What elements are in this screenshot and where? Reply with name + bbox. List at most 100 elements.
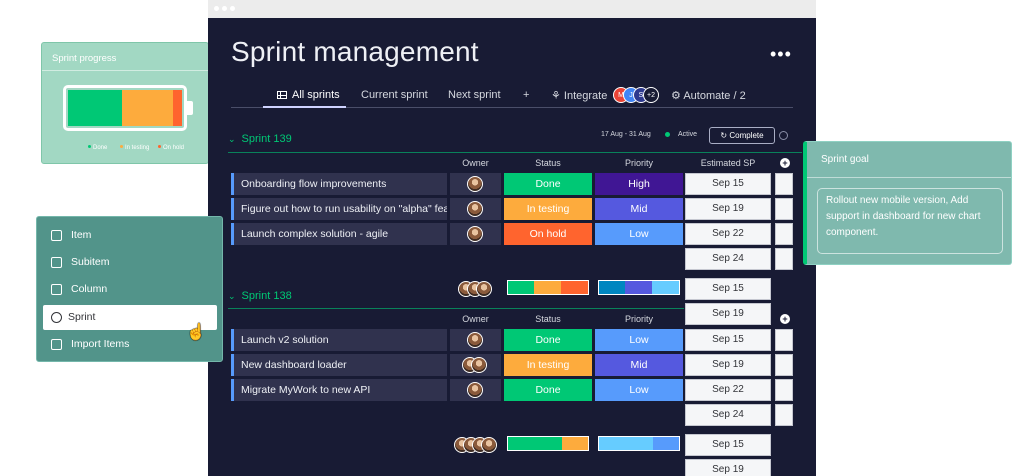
- empty-cell[interactable]: [775, 173, 793, 195]
- group-divider: [228, 308, 684, 309]
- subitem-icon: [51, 257, 62, 268]
- add-menu: Item Subitem Column Sprint Import Items: [36, 216, 223, 362]
- sprint-goal-title: Sprint goal: [807, 142, 1011, 178]
- estimated-date-cell[interactable]: Sep 22: [685, 223, 771, 245]
- column-header-status[interactable]: Status: [535, 314, 561, 324]
- status-pill[interactable]: Done: [504, 173, 592, 195]
- estimated-date-cell[interactable]: Sep 15: [685, 329, 771, 351]
- item-name[interactable]: Migrate MyWork to new API: [231, 379, 447, 401]
- estimated-date-cell[interactable]: Sep 19: [685, 354, 771, 376]
- empty-cell[interactable]: [775, 379, 793, 401]
- sprint-board: Sprint management ••• All sprints Curren…: [208, 0, 816, 476]
- add-column-icon[interactable]: +: [780, 158, 790, 168]
- empty-cell[interactable]: [775, 198, 793, 220]
- group-header-sprint-138[interactable]: ⌄ Sprint 138: [228, 290, 292, 302]
- estimated-date-cell[interactable]: Sep 19: [685, 459, 771, 476]
- empty-cell[interactable]: [775, 329, 793, 351]
- battery-testing-segment: [121, 90, 173, 126]
- avatar: [467, 332, 483, 348]
- sprint-dates: 17 Aug - 31 Aug: [601, 131, 651, 138]
- item-name[interactable]: New dashboard loader: [231, 354, 447, 376]
- battery-tip: [187, 101, 193, 115]
- sprint-goal-card: Sprint goal Rollout new mobile version, …: [803, 141, 1012, 265]
- hand-cursor-icon: ☝: [186, 324, 206, 341]
- avatar: [467, 226, 483, 242]
- avatar: [481, 437, 497, 453]
- group-header-sprint-139[interactable]: ⌄ Sprint 139: [228, 133, 292, 145]
- chevron-down-icon: ⌄: [228, 134, 236, 144]
- window-topbar: [208, 0, 816, 18]
- gear-icon[interactable]: [779, 131, 788, 140]
- priority-pill[interactable]: Mid: [595, 354, 683, 376]
- sprint-goal-text[interactable]: Rollout new mobile version, Add support …: [817, 188, 1003, 254]
- item-name[interactable]: Launch complex solution - agile: [231, 223, 447, 245]
- legend-in-testing: In testing: [120, 145, 149, 151]
- priority-pill[interactable]: High: [595, 173, 683, 195]
- column-header-priority[interactable]: Priority: [624, 158, 653, 168]
- menu-item-import-items[interactable]: Import Items: [37, 332, 222, 357]
- tab-next-sprint[interactable]: Next sprint: [448, 89, 501, 101]
- add-view-button[interactable]: +: [523, 89, 530, 101]
- status-pill[interactable]: In testing: [504, 198, 592, 220]
- integration-logos[interactable]: M J S +2: [613, 87, 661, 105]
- column-header-status[interactable]: Status: [535, 158, 561, 168]
- item-icon: [51, 230, 62, 241]
- status-pill[interactable]: On hold: [504, 223, 592, 245]
- item-name[interactable]: Onboarding flow improvements: [231, 173, 447, 195]
- estimated-date-cell[interactable]: Sep 15: [685, 434, 771, 456]
- priority-pill[interactable]: Low: [595, 223, 683, 245]
- empty-cell[interactable]: [775, 404, 793, 426]
- more-horizontal-icon[interactable]: •••: [770, 44, 792, 64]
- column-header-owner[interactable]: Owner: [462, 314, 489, 324]
- estimated-date-cell[interactable]: Sep 24: [685, 404, 771, 426]
- column-header-owner[interactable]: Owner: [462, 158, 489, 168]
- estimated-date-cell[interactable]: Sep 15: [685, 173, 771, 195]
- owner-cell[interactable]: [450, 173, 501, 195]
- estimated-date-cell[interactable]: Sep 24: [685, 248, 771, 270]
- status-summary-bar[interactable]: [507, 436, 589, 451]
- automate-button[interactable]: ⚙ Automate / 2: [671, 90, 746, 102]
- robot-icon: ⚙: [671, 90, 684, 102]
- add-column-icon[interactable]: +: [780, 314, 790, 324]
- owner-cell[interactable]: [450, 354, 501, 376]
- status-pill[interactable]: Done: [504, 379, 592, 401]
- status-pill[interactable]: Done: [504, 329, 592, 351]
- priority-summary-bar[interactable]: [598, 436, 680, 451]
- owner-cell[interactable]: [450, 198, 501, 220]
- chevron-down-icon: ⌄: [228, 291, 236, 301]
- import-icon: [51, 339, 62, 350]
- menu-item-item[interactable]: Item: [37, 223, 222, 248]
- estimated-date-cell[interactable]: Sep 15: [685, 278, 771, 300]
- menu-item-subitem[interactable]: Subitem: [37, 250, 222, 275]
- priority-pill[interactable]: Low: [595, 379, 683, 401]
- avatar: [467, 201, 483, 217]
- column-header-priority[interactable]: Priority: [624, 314, 653, 324]
- item-name[interactable]: Launch v2 solution: [231, 329, 447, 351]
- tab-current-sprint[interactable]: Current sprint: [361, 89, 428, 101]
- owner-cell[interactable]: [450, 329, 501, 351]
- integrate-icon: ⚘: [551, 90, 564, 102]
- menu-item-column[interactable]: Column: [37, 277, 222, 302]
- empty-cell[interactable]: [775, 223, 793, 245]
- priority-summary-bar[interactable]: [598, 280, 680, 295]
- status-summary-bar[interactable]: [507, 280, 589, 295]
- owner-cell[interactable]: [450, 223, 501, 245]
- item-name[interactable]: Figure out how to run usability on "alph…: [231, 198, 447, 220]
- integrate-button[interactable]: ⚘ Integrate: [551, 90, 608, 102]
- complete-sprint-button[interactable]: ↻ Complete: [709, 127, 775, 144]
- estimated-date-cell[interactable]: Sep 19: [685, 303, 771, 325]
- estimated-date-cell[interactable]: Sep 22: [685, 379, 771, 401]
- tab-all-sprints[interactable]: All sprints: [263, 89, 346, 108]
- menu-item-sprint[interactable]: Sprint: [43, 305, 217, 330]
- group-divider: [228, 152, 802, 153]
- priority-pill[interactable]: Mid: [595, 198, 683, 220]
- sprint-progress-title: Sprint progress: [42, 43, 208, 71]
- battery-done-segment: [68, 90, 122, 126]
- empty-cell[interactable]: [775, 354, 793, 376]
- estimated-date-cell[interactable]: Sep 19: [685, 198, 771, 220]
- empty-cell[interactable]: [775, 248, 793, 270]
- priority-pill[interactable]: Low: [595, 329, 683, 351]
- status-pill[interactable]: In testing: [504, 354, 592, 376]
- column-header-estimated-sp[interactable]: Estimated SP: [700, 158, 756, 168]
- owner-cell[interactable]: [450, 379, 501, 401]
